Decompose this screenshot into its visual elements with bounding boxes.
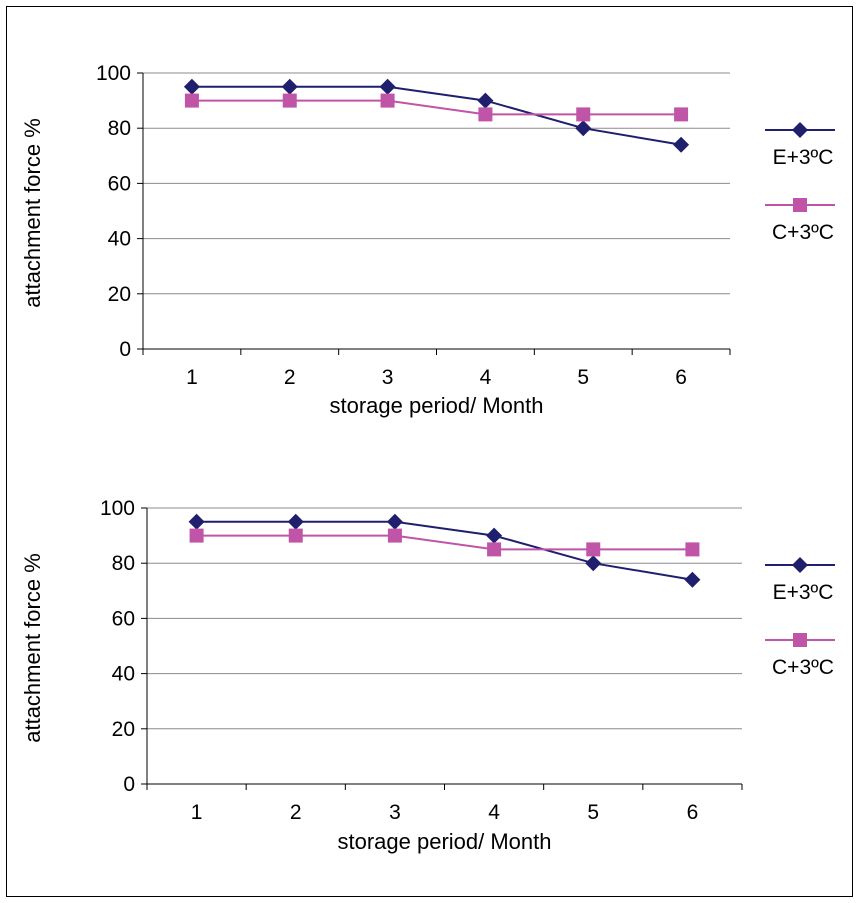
data-point — [184, 93, 199, 108]
legend-marker — [792, 122, 808, 138]
legend-label: C+3ºC — [772, 656, 834, 679]
data-point — [487, 542, 502, 557]
data-point — [684, 571, 701, 588]
data-point — [585, 555, 602, 572]
data-point — [387, 528, 402, 543]
data-point — [183, 78, 200, 95]
y-tick-label: 40 — [112, 663, 135, 686]
legend-marker — [793, 198, 807, 212]
legend-entry: C+3ºC — [765, 633, 835, 679]
y-tick-label: 20 — [108, 283, 131, 306]
series-line — [191, 85, 682, 146]
y-tick-label: 100 — [96, 62, 131, 85]
y-tick-label: 100 — [100, 497, 135, 520]
y-tick-label: 60 — [108, 172, 131, 195]
data-point — [282, 93, 297, 108]
y-tick-label: 0 — [123, 773, 135, 796]
data-point — [281, 78, 298, 95]
y-tick-label: 60 — [112, 607, 135, 630]
y-tick-label: 80 — [108, 117, 131, 140]
x-tick-label: 3 — [389, 801, 401, 824]
y-tick-label: 80 — [112, 552, 135, 575]
data-point — [486, 527, 503, 544]
y-tick-label: 0 — [119, 338, 131, 361]
legend-label: E+3ºC — [773, 581, 834, 604]
data-point — [674, 107, 689, 122]
data-point — [477, 92, 494, 109]
data-point — [685, 542, 700, 557]
data-point — [575, 120, 592, 137]
x-tick-label: 4 — [488, 801, 500, 824]
data-point — [380, 93, 395, 108]
data-point — [379, 78, 396, 95]
legend-entry: C+3ºC — [765, 198, 835, 244]
data-point — [673, 136, 690, 153]
legend-label: C+3ºC — [772, 221, 834, 244]
legend-entry: E+3ºC — [765, 557, 835, 604]
chart-2: 0 20 40 60 80 100 1 2 3 4 5 6 storage period/ Month a… — [20, 497, 835, 854]
x-tick-label: 1 — [191, 801, 203, 824]
y-tick-label: 20 — [112, 718, 135, 741]
x-tick-label: 2 — [290, 801, 302, 824]
chart-1: 0 20 40 60 80 100 1 2 3 4 5 6 storage period/ Month a… — [20, 62, 835, 418]
data-point — [189, 528, 204, 543]
data-point — [287, 513, 304, 530]
x-tick-label: 5 — [587, 801, 599, 824]
y-axis-title: attachment force % — [20, 118, 45, 308]
x-tick-label: 1 — [186, 366, 198, 389]
series-line — [196, 534, 693, 551]
x-tick-label: 3 — [382, 366, 394, 389]
x-tick-label: 4 — [480, 366, 492, 389]
data-point — [586, 542, 601, 557]
data-point — [288, 528, 303, 543]
y-axis-title: attachment force % — [20, 553, 45, 743]
data-point — [188, 513, 205, 530]
legend-marker — [793, 633, 807, 647]
x-axis-title: storage period/ Month — [329, 393, 543, 418]
series-c-3c — [189, 528, 700, 557]
y-tick-label: 40 — [108, 228, 131, 251]
series-e-3c — [183, 78, 690, 153]
series-e-3c — [188, 513, 701, 588]
series-line — [191, 99, 682, 116]
legend-entry: E+3ºC — [765, 122, 835, 169]
data-point — [386, 513, 403, 530]
x-tick-label: 2 — [284, 366, 296, 389]
x-axis-title: storage period/ Month — [337, 829, 551, 854]
data-point — [576, 107, 591, 122]
x-tick-label: 5 — [577, 366, 589, 389]
x-tick-label: 6 — [687, 801, 699, 824]
data-point — [478, 107, 493, 122]
legend-label: E+3ºC — [773, 146, 834, 169]
x-tick-label: 6 — [675, 366, 687, 389]
legend-marker — [792, 557, 808, 573]
series-c-3c — [184, 93, 689, 122]
series-line — [196, 520, 693, 581]
